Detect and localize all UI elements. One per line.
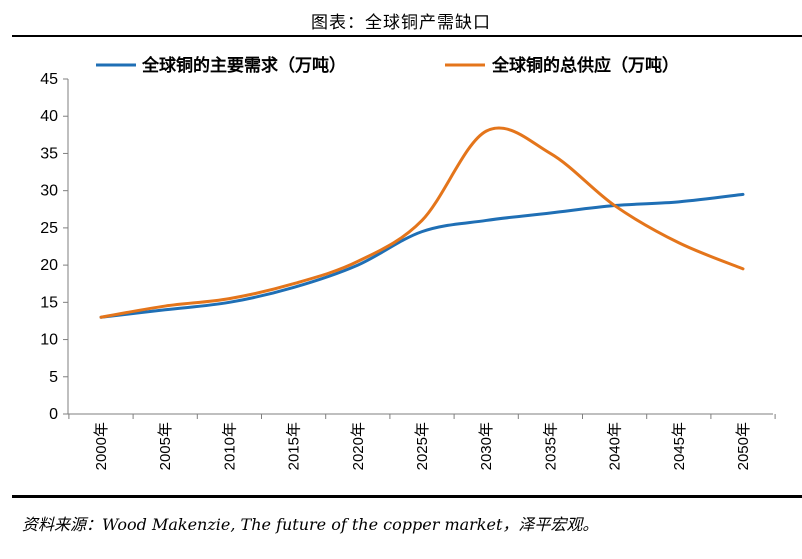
- y-tick-label: 35: [40, 145, 58, 162]
- y-tick-label: 0: [49, 406, 58, 423]
- x-tick-label: 2040年: [607, 422, 624, 470]
- x-tick-label: 2030年: [478, 422, 495, 470]
- bottom-divider: [12, 495, 802, 498]
- y-tick-label: 20: [40, 257, 58, 274]
- y-tick-label: 45: [40, 71, 58, 88]
- chart-title: 图表：全球铜产需缺口: [311, 13, 491, 33]
- x-tick-label: 2020年: [350, 422, 367, 470]
- x-tick-label: 2000年: [93, 422, 110, 470]
- x-tick-label: 2015年: [286, 422, 303, 470]
- y-tick-label: 10: [40, 332, 58, 349]
- line-chart: 全球铜的主要需求（万吨） 全球铜的总供应（万吨） 0 5 10 15 20 25 30 35 40…: [40, 55, 776, 470]
- legend: 全球铜的主要需求（万吨） 全球铜的总供应（万吨）: [96, 55, 679, 76]
- series-lines: [99, 126, 745, 319]
- series-line-demand: [99, 192, 745, 319]
- y-tick-label: 25: [40, 220, 58, 237]
- x-tick-label: 2025年: [414, 422, 431, 470]
- x-tick-label: 2005年: [157, 422, 174, 470]
- series-line-supply: [99, 126, 745, 319]
- axes: 0 5 10 15 20 25 30 35 40 45 2000年 2005年 2010年 2015年 20…: [40, 71, 776, 470]
- y-tick-label: 40: [40, 108, 58, 125]
- legend-label: 全球铜的总供应（万吨）: [491, 55, 679, 76]
- top-divider: [12, 35, 802, 37]
- x-tick-label: 2035年: [542, 422, 559, 470]
- y-tick-label: 15: [40, 294, 58, 311]
- x-tick-label: 2050年: [735, 422, 752, 470]
- legend-label: 全球铜的主要需求（万吨）: [141, 55, 346, 76]
- y-tick-label: 5: [49, 369, 58, 386]
- x-tick-label: 2010年: [221, 422, 238, 470]
- source-note: 资料来源：Wood Makenzie, The future of the co…: [22, 515, 599, 534]
- y-tick-label: 30: [40, 183, 58, 200]
- x-tick-label: 2045年: [671, 422, 688, 470]
